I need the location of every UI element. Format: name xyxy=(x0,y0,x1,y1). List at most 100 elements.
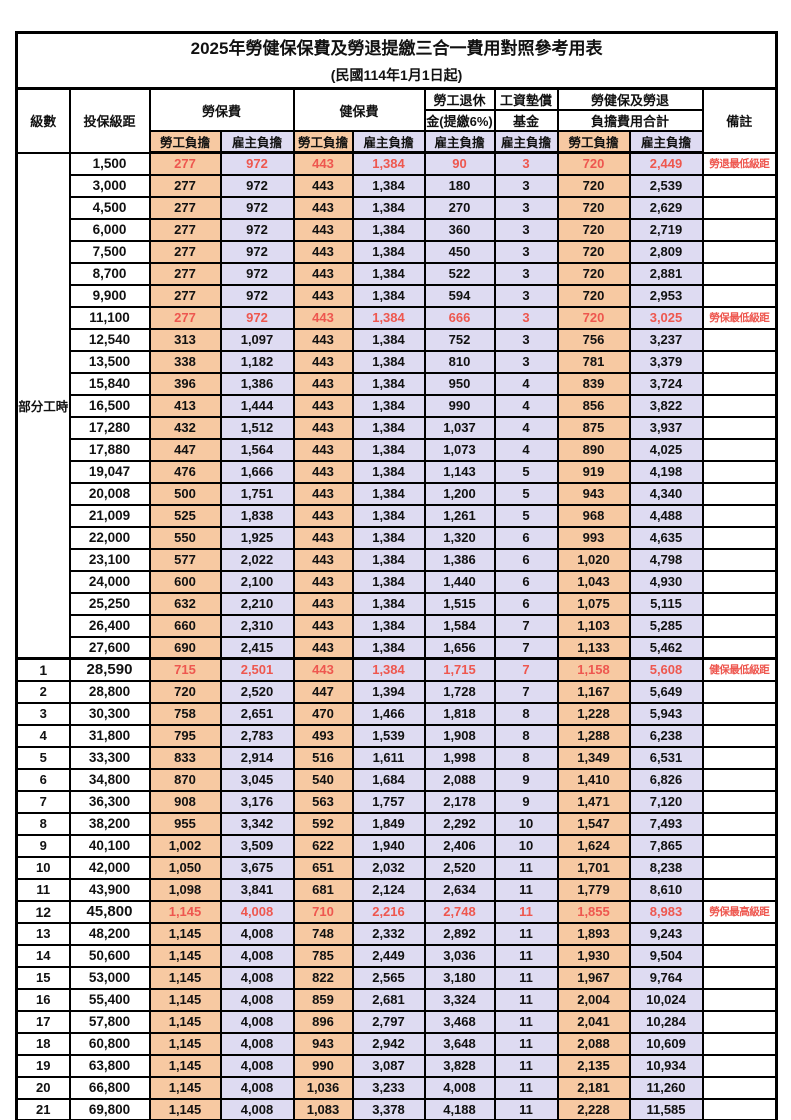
value-cell: 1,384 xyxy=(351,173,426,198)
value-cell: 1,908 xyxy=(423,723,496,748)
value-cell: 1,728 xyxy=(423,679,496,704)
value-cell: 3,675 xyxy=(219,855,295,880)
value-cell: 1,471 xyxy=(556,789,631,814)
value-cell: 4,198 xyxy=(628,459,704,484)
bracket-cell: 27,600 xyxy=(68,635,151,660)
value-cell: 2,449 xyxy=(351,943,426,968)
remark-cell xyxy=(701,745,778,770)
table-row: 19 63,800 1,145 4,008 990 3,087 3,828 11 2,135 10… xyxy=(15,1053,778,1078)
value-cell: 2,216 xyxy=(351,899,426,924)
value-cell: 720 xyxy=(556,151,631,176)
header-total-employee-share: 勞工負擔 xyxy=(556,130,631,154)
value-cell: 2,310 xyxy=(219,613,295,638)
header-health-insurance: 健保費 xyxy=(292,87,426,132)
level-cell: 17 xyxy=(15,1009,71,1034)
value-cell: 4,008 xyxy=(219,1097,295,1120)
bracket-cell: 66,800 xyxy=(68,1075,151,1100)
remark-cell xyxy=(701,1075,778,1100)
value-cell: 1,512 xyxy=(219,415,295,440)
premium-table: 2025年勞健保保費及勞退提繳三合一費用對照參考用表 (民國114年1月1日起)… xyxy=(15,31,779,1120)
remark-cell: 勞保最高級距 xyxy=(701,899,778,924)
value-cell: 3,937 xyxy=(628,415,704,440)
value-cell: 5,462 xyxy=(628,635,704,660)
value-cell: 577 xyxy=(148,547,222,572)
bracket-cell: 42,000 xyxy=(68,855,151,880)
value-cell: 338 xyxy=(148,349,222,374)
header-wage-fund-line1: 工資墊償 xyxy=(493,87,559,111)
value-cell: 1,158 xyxy=(556,657,631,682)
value-cell: 781 xyxy=(556,349,631,374)
value-cell: 908 xyxy=(148,789,222,814)
value-cell: 5,115 xyxy=(628,591,704,616)
level-cell: 3 xyxy=(15,701,71,726)
value-cell: 2,539 xyxy=(628,173,704,198)
bracket-cell: 20,008 xyxy=(68,481,151,506)
value-cell: 3 xyxy=(493,239,559,264)
value-cell: 1,133 xyxy=(556,635,631,660)
level-cell: 2 xyxy=(15,679,71,704)
value-cell: 720 xyxy=(556,305,631,330)
value-cell: 756 xyxy=(556,327,631,352)
value-cell: 1,073 xyxy=(423,437,496,462)
value-cell: 493 xyxy=(292,723,354,748)
value-cell: 3,237 xyxy=(628,327,704,352)
value-cell: 972 xyxy=(219,305,295,330)
value-cell: 1,384 xyxy=(351,415,426,440)
remark-cell xyxy=(701,195,778,220)
value-cell: 3,176 xyxy=(219,789,295,814)
value-cell: 1,757 xyxy=(351,789,426,814)
bracket-cell: 7,500 xyxy=(68,239,151,264)
value-cell: 2,406 xyxy=(423,833,496,858)
header-level: 級數 xyxy=(15,87,71,154)
table-row: 4 31,800 795 2,783 493 1,539 1,908 8 1,288 6,238 xyxy=(15,723,778,748)
value-cell: 516 xyxy=(292,745,354,770)
bracket-cell: 17,280 xyxy=(68,415,151,440)
value-cell: 2,178 xyxy=(423,789,496,814)
value-cell: 943 xyxy=(556,481,631,506)
value-cell: 875 xyxy=(556,415,631,440)
remark-cell xyxy=(701,261,778,286)
value-cell: 2,634 xyxy=(423,877,496,902)
table-row: 13 48,200 1,145 4,008 748 2,332 2,892 11 1,893 9,… xyxy=(15,921,778,946)
value-cell: 720 xyxy=(556,195,631,220)
value-cell: 7,493 xyxy=(628,811,704,836)
value-cell: 443 xyxy=(292,173,354,198)
level-cell: 12 xyxy=(15,899,71,924)
value-cell: 3 xyxy=(493,217,559,242)
table-row: 20 66,800 1,145 4,008 1,036 3,233 4,008 11 2,181… xyxy=(15,1075,778,1100)
level-cell: 11 xyxy=(15,877,71,902)
value-cell: 2,953 xyxy=(628,283,704,308)
bracket-cell: 69,800 xyxy=(68,1097,151,1120)
level-cell: 4 xyxy=(15,723,71,748)
value-cell: 2,681 xyxy=(351,987,426,1012)
value-cell: 9 xyxy=(493,789,559,814)
value-cell: 11 xyxy=(493,1053,559,1078)
value-cell: 4,930 xyxy=(628,569,704,594)
value-cell: 3 xyxy=(493,305,559,330)
remark-cell xyxy=(701,371,778,396)
value-cell: 1,715 xyxy=(423,657,496,682)
value-cell: 7,865 xyxy=(628,833,704,858)
bracket-cell: 9,900 xyxy=(68,283,151,308)
value-cell: 1,701 xyxy=(556,855,631,880)
value-cell: 2,892 xyxy=(423,921,496,946)
remark-cell xyxy=(701,547,778,572)
remark-cell xyxy=(701,921,778,946)
remark-cell xyxy=(701,591,778,616)
table-row: 16,500 413 1,444 443 1,384 990 4 856 3,822 xyxy=(17,393,778,418)
remark-cell xyxy=(701,877,778,902)
value-cell: 3,233 xyxy=(351,1075,426,1100)
remark-cell xyxy=(701,789,778,814)
table-row: 15,840 396 1,386 443 1,384 950 4 839 3,724 xyxy=(17,371,778,396)
value-cell: 2,942 xyxy=(351,1031,426,1056)
value-cell: 313 xyxy=(148,327,222,352)
value-cell: 1,384 xyxy=(351,305,426,330)
value-cell: 592 xyxy=(292,811,354,836)
value-cell: 4,008 xyxy=(219,1053,295,1078)
value-cell: 522 xyxy=(423,261,496,286)
value-cell: 993 xyxy=(556,525,631,550)
remark-cell xyxy=(701,811,778,836)
table-row: 1 28,590 715 2,501 443 1,384 1,715 7 1,158 5,608 健… xyxy=(15,657,778,682)
bracket-cell: 16,500 xyxy=(68,393,151,418)
value-cell: 3,324 xyxy=(423,987,496,1012)
